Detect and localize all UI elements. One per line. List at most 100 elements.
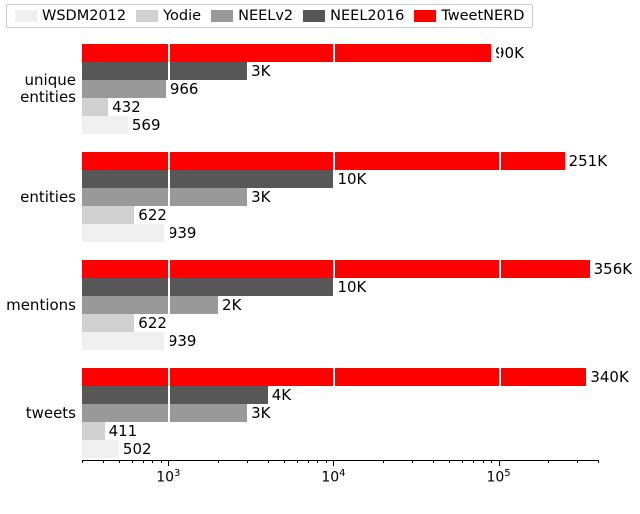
bar-value-label: 340K [590,368,628,386]
bar-value-label: 432 [112,98,141,116]
x-minor-tick [449,460,450,463]
group-label-mentions: mentions [0,297,76,314]
bar-value-label: 3K [251,62,270,80]
bar-value-label: 10K [337,170,366,188]
x-minor-tick [326,460,327,463]
bar-unique_entities-neelv2 [82,80,166,98]
x-minor-tick [483,460,484,463]
legend-label: NEEL2016 [330,8,404,24]
legend-item-neel2016: NEEL2016 [303,8,404,24]
x-minor-tick [577,460,578,463]
x-minor-tick [412,460,413,463]
x-minor-tick [152,460,153,463]
bar-mentions-neel2016 [82,278,333,296]
x-minor-tick [119,460,120,463]
bar-value-label: 939 [168,224,197,242]
bar-tweets-neelv2 [82,404,247,422]
gridline [499,38,501,456]
legend-item-yodie: Yodie [136,8,201,24]
gridline [168,38,170,456]
bar-tweets-neel2016 [82,386,268,404]
bar-unique_entities-yodie [82,98,108,116]
bar-value-label: 622 [138,206,167,224]
x-minor-tick [317,460,318,463]
group-label-line: tweets [0,405,76,422]
group-label-line: entities [0,89,76,106]
x-minor-tick [103,460,104,463]
x-minor-tick [268,460,269,463]
bar-value-label: 251K [569,152,607,170]
legend-swatch [136,10,158,22]
bar-mentions-yodie [82,314,134,332]
bar-mentions-neelv2 [82,296,218,314]
legend-swatch [15,10,37,22]
x-minor-tick [143,460,144,463]
group-label-unique_entities: uniqueentities [0,72,76,107]
x-minor-tick [218,460,219,463]
bar-value-label: 411 [109,422,138,440]
dataset-comparison-chart: WSDM2012 Yodie NEELv2 NEEL2016 TweetNERD uniq… [0,0,640,514]
bar-entities-wsdm2012 [82,224,164,242]
bar-value-label: 939 [168,332,197,350]
bar-value-label: 502 [123,440,152,458]
bar-value-label: 2K [222,296,241,314]
bar-tweets-wsdm2012 [82,440,119,458]
x-tick-label: 104 [321,468,345,486]
bar-value-label: 569 [132,116,161,134]
x-axis-line [82,460,598,461]
group-label-tweets: tweets [0,405,76,422]
group-label-entities: entities [0,189,76,206]
x-major-tick [499,460,500,466]
group-label-line: unique [0,72,76,89]
legend-swatch [303,10,325,22]
legend-label: Yodie [163,8,201,24]
bar-mentions-wsdm2012 [82,332,164,350]
x-tick-label: 105 [486,468,510,486]
bar-value-label: 3K [251,188,270,206]
x-minor-tick [82,460,83,463]
x-tick-label: 103 [156,468,180,486]
legend-item-wsdm2012: WSDM2012 [15,8,126,24]
bar-value-label: 10K [337,278,366,296]
bar-entities-neel2016 [82,170,333,188]
legend-label: NEELv2 [238,8,293,24]
x-major-tick [333,460,334,466]
x-minor-tick [383,460,384,463]
legend-item-tweetnerd: TweetNERD [414,8,524,24]
bar-value-label: 4K [272,386,291,404]
bar-unique_entities-wsdm2012 [82,116,128,134]
legend: WSDM2012 Yodie NEELv2 NEEL2016 TweetNERD [6,4,533,28]
x-minor-tick [284,460,285,463]
bar-tweets-yodie [82,422,105,440]
x-minor-tick [473,460,474,463]
x-minor-tick [462,460,463,463]
bar-value-label: 622 [138,314,167,332]
x-minor-tick [548,460,549,463]
bar-entities-neelv2 [82,188,247,206]
bar-unique_entities-tweetnerd [82,44,491,62]
group-label-line: mentions [0,297,76,314]
legend-swatch [414,10,436,22]
bar-value-label: 356K [594,260,632,278]
legend-label: WSDM2012 [42,8,126,24]
legend-swatch [211,10,233,22]
x-minor-tick [247,460,248,463]
x-minor-tick [491,460,492,463]
x-minor-tick [433,460,434,463]
group-label-line: entities [0,189,76,206]
x-minor-tick [161,460,162,463]
bar-mentions-tweetnerd [82,260,590,278]
x-minor-tick [297,460,298,463]
gridline [333,38,335,456]
bar-entities-yodie [82,206,134,224]
bar-value-label: 3K [251,404,270,422]
x-major-tick [168,460,169,466]
x-minor-tick [132,460,133,463]
bar-unique_entities-neel2016 [82,62,247,80]
bar-entities-tweetnerd [82,152,565,170]
legend-label: TweetNERD [441,8,524,24]
legend-item-neelv2: NEELv2 [211,8,293,24]
bar-value-label: 966 [170,80,199,98]
x-minor-tick [598,460,599,463]
x-minor-tick [308,460,309,463]
